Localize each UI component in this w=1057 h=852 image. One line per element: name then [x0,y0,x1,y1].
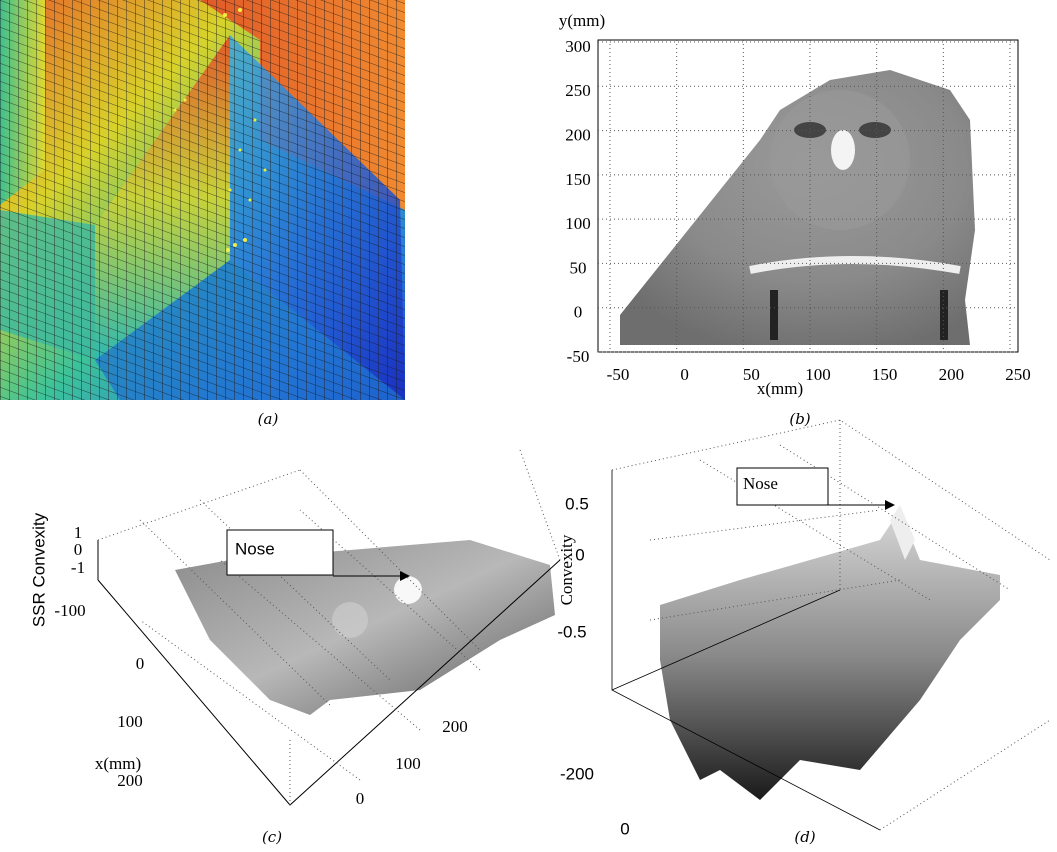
z-axis-label: Convexity [557,534,576,605]
y-tick-label: 100 [565,214,591,233]
y-tick-label: 0 [574,303,583,322]
x-tick-label: 200 [117,771,143,790]
z-tick-label: -1 [71,558,85,577]
y-tick-label: 250 [565,81,591,100]
x-tick-label: 50 [743,365,760,384]
x-tick-label: -50 [607,365,630,384]
y-tick-label: 300 [565,37,591,56]
y-tick-label: 50 [570,258,587,277]
y-tick-label: 100 [395,754,421,773]
x-tick-label: 100 [805,365,831,384]
z-tick-label: 0 [74,540,83,559]
x-tick-label: 200 [939,365,965,384]
x-tick-label: 0 [136,654,145,673]
y-tick-label: -50 [567,347,590,366]
x-tick-label: 150 [872,365,898,384]
y-tick-label: 150 [565,170,591,189]
y-tick-label: 0 [356,789,365,808]
z-tick-label: -0.5 [557,622,586,641]
annotation: Nose [743,474,778,493]
x-axis-label: x(mm) [95,754,141,773]
z-tick-label: 0.5 [565,494,589,513]
y-tick-label: 200 [442,717,468,736]
caption: (d) [794,828,815,846]
caption: (b) [789,410,810,428]
x-axis-label: x(mm) [757,379,803,398]
panel-a-render [0,0,405,400]
x-tick-label: 250 [1005,365,1031,384]
y-axis-label: y(mm) [559,11,605,30]
y-tick-label: 0 [620,819,629,838]
y-tick-label: 200 [565,125,591,144]
z-tick-label: 1 [74,523,83,542]
annotation: Nose [235,539,275,558]
panel-b-image [620,70,975,345]
x-tick-label: 100 [117,712,143,731]
x-tick-label: -100 [54,601,85,620]
x-tick-label: 0 [680,365,689,384]
panel-c-render [97,449,561,806]
caption: (a) [258,410,279,428]
panel-d-render [611,419,1051,831]
y-tick-label: -200 [560,764,594,783]
axes-box [597,39,1019,353]
z-tick-label: 0 [575,545,584,564]
z-axis-label: SSR Convexity [29,512,48,627]
caption: (c) [262,828,282,846]
